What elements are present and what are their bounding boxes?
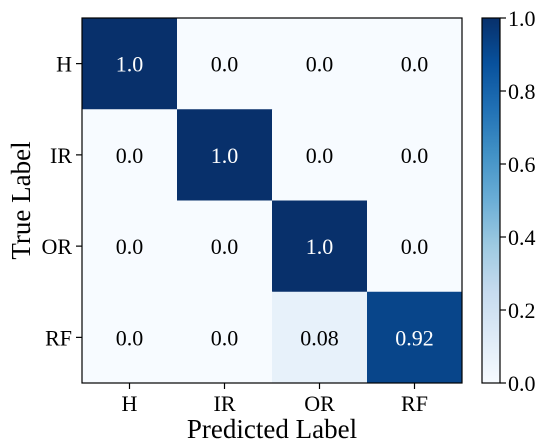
colorbar: 0.0 0.2 0.4 0.6 0.8 1.0 xyxy=(481,6,536,396)
heatmap-cell xyxy=(177,200,273,293)
cell-value-label: 0.0 xyxy=(116,234,144,259)
cell-value-label: 0.0 xyxy=(211,325,239,350)
colorbar-tick-label: 0.8 xyxy=(508,79,536,104)
cell-value-label: 1.0 xyxy=(116,52,144,77)
heatmap-cell xyxy=(177,291,273,384)
cell-value-label: 0.92 xyxy=(395,325,434,350)
x-tick-label: H xyxy=(122,391,138,416)
heatmap-cell xyxy=(272,18,368,110)
x-tick-label: IR xyxy=(214,391,236,416)
heatmap-cells: 1.0 0.0 0.0 0.0 0.0 1.0 0.0 0.0 0.0 0.0 1.0 0.0 0.0 0… xyxy=(82,18,463,384)
heatmap-cell xyxy=(367,109,463,201)
colorbar-tick-label: 0.2 xyxy=(508,298,536,323)
y-tick-label: IR xyxy=(50,143,72,168)
cell-value-label: 0.0 xyxy=(211,52,239,77)
x-tick-label: OR xyxy=(304,391,335,416)
colorbar-gradient xyxy=(481,17,501,384)
heatmap-cell xyxy=(82,200,178,293)
cell-value-label: 1.0 xyxy=(306,234,334,259)
cell-value-label: 0.0 xyxy=(401,143,429,168)
heatmap-cell xyxy=(367,200,463,293)
y-tick-label: OR xyxy=(41,234,72,259)
heatmap-cell xyxy=(367,18,463,110)
cell-value-label: 0.0 xyxy=(306,52,334,77)
y-tick-label: RF xyxy=(45,325,72,350)
heatmap-cell xyxy=(82,109,178,201)
y-axis-ticks: H IR OR RF xyxy=(41,52,82,350)
colorbar-tick-label: 0.6 xyxy=(508,152,536,177)
heatmap-cell xyxy=(82,291,178,384)
cell-value-label: 0.0 xyxy=(211,234,239,259)
heatmap-cell xyxy=(272,200,368,293)
cell-value-label: 0.0 xyxy=(116,143,144,168)
colorbar-tick-label: 0.4 xyxy=(508,225,536,250)
cell-value-label: 0.0 xyxy=(306,143,334,168)
cell-value-label: 1.0 xyxy=(211,143,239,168)
y-axis-title: True Label xyxy=(6,141,36,259)
plot-frame xyxy=(81,17,463,384)
cell-value-label: 0.0 xyxy=(401,234,429,259)
x-tick-label: RF xyxy=(401,391,428,416)
cell-value-label: 0.0 xyxy=(116,325,144,350)
cell-value-label: 0.08 xyxy=(300,325,339,350)
colorbar-tick-label: 1.0 xyxy=(508,6,536,31)
y-tick-label: H xyxy=(56,52,72,77)
heatmap-cell xyxy=(177,109,273,201)
colorbar-tick-label: 0.0 xyxy=(508,371,536,396)
heatmap-cell xyxy=(272,109,368,201)
heatmap-cell xyxy=(272,291,368,384)
x-axis-title: Predicted Label xyxy=(187,414,357,444)
x-axis-ticks: H IR OR RF xyxy=(122,383,428,416)
heatmap-cell xyxy=(177,18,273,110)
heatmap-cell xyxy=(82,18,178,110)
heatmap-cell xyxy=(367,291,463,384)
cell-value-label: 0.0 xyxy=(401,52,429,77)
